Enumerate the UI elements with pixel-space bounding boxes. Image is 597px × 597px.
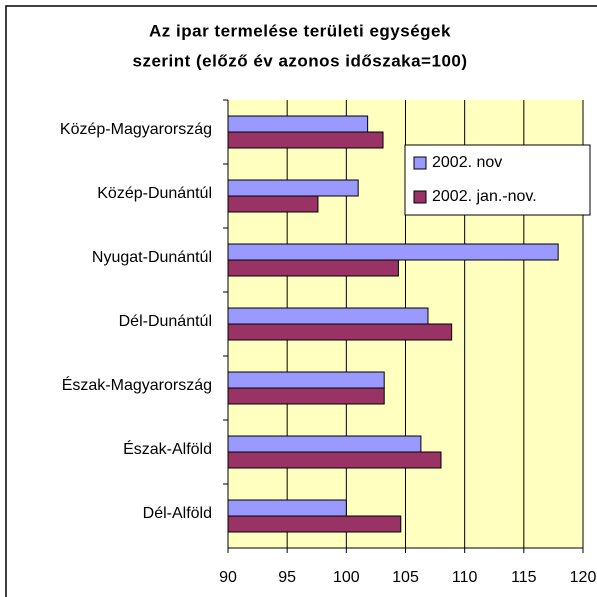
y-tick-label: Közép-Dunántúl xyxy=(97,185,212,202)
x-tick-label: 95 xyxy=(278,569,296,586)
bar xyxy=(227,307,429,325)
bar xyxy=(227,179,359,197)
chart-title: szerint (előző év azonos időszaka=100) xyxy=(132,51,467,70)
legend-label: 2002. jan.-nov. xyxy=(432,188,537,205)
bar xyxy=(227,371,385,389)
bar xyxy=(227,387,385,405)
bar xyxy=(227,515,402,533)
x-tick-label: 120 xyxy=(570,569,597,586)
y-tick-label: Nyugat-Dunántúl xyxy=(92,249,212,266)
legend-swatch xyxy=(413,190,427,204)
x-tick-label: 115 xyxy=(511,569,537,586)
bar xyxy=(227,195,319,213)
y-tick-label: Dél-Dunántúl xyxy=(119,313,212,330)
bar xyxy=(227,259,399,277)
bar xyxy=(227,115,369,133)
x-tick-label: 90 xyxy=(219,569,237,586)
bar xyxy=(227,131,384,149)
y-tick-label: Dél-Alföld xyxy=(143,505,212,522)
y-tick-label: Észak-Magyarország xyxy=(62,375,212,394)
bar xyxy=(227,243,559,261)
x-tick-label: 100 xyxy=(333,569,360,586)
x-tick-label: 110 xyxy=(452,569,478,586)
y-tick-label: Észak-Alföld xyxy=(123,439,212,458)
legend xyxy=(404,144,591,216)
legend-label: 2002. nov xyxy=(432,154,502,171)
bar xyxy=(227,323,453,341)
bar xyxy=(227,451,442,469)
y-tick-label: Közép-Magyarország xyxy=(60,121,212,138)
x-tick-label: 105 xyxy=(392,569,419,586)
bar xyxy=(227,435,422,453)
chart-title: Az ipar termelése területi egységek xyxy=(149,21,451,40)
legend-swatch xyxy=(413,156,427,170)
bar xyxy=(227,499,347,517)
